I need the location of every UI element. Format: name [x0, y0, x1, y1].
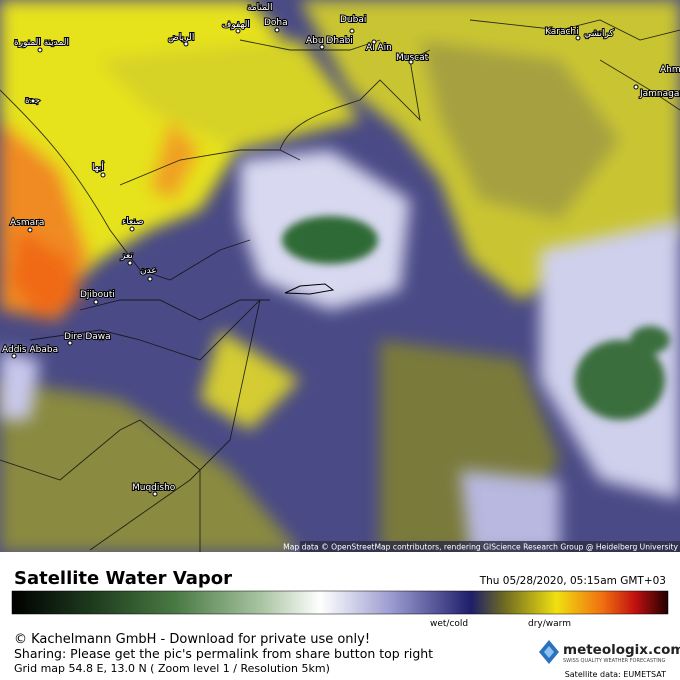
city-label: كراتشي	[584, 29, 615, 39]
city-dot	[129, 226, 135, 232]
map-shape	[630, 326, 670, 354]
city-label: عدن	[140, 266, 157, 276]
city-label: Jamnagar	[639, 89, 680, 99]
city-dot	[67, 340, 73, 346]
city-dot	[575, 35, 581, 41]
city-dot	[371, 39, 377, 45]
city-label: الرياض	[168, 33, 194, 43]
map-shape	[100, 40, 360, 150]
city-label: تعز	[120, 251, 133, 261]
city-label: Dire Dawa	[64, 332, 111, 342]
sharing: Sharing: Please get the pic's permalink …	[14, 646, 433, 661]
city-label: Karachi	[545, 27, 579, 37]
city-dot	[127, 260, 133, 266]
city-label: Muqdisho	[132, 483, 176, 493]
city-label: Asmara	[10, 218, 44, 228]
attribution: Map data © OpenStreetMap contributors, r…	[283, 543, 678, 552]
city-label: Muscat	[396, 53, 429, 63]
city-label: Ahm	[660, 65, 680, 75]
datetime: Thu 05/28/2020, 05:15am GMT+03	[479, 575, 666, 587]
city-dot	[274, 27, 280, 33]
city-label: أبها	[92, 161, 104, 173]
city-label: Addis Ababa	[2, 345, 58, 355]
city-dot	[37, 47, 43, 53]
city-label: Djibouti	[80, 290, 115, 300]
city-label: Doha	[264, 18, 288, 28]
city-label: Abu Dhabi	[306, 36, 353, 46]
city-label: المدينة المنورة	[14, 38, 69, 48]
map-shape	[200, 330, 300, 430]
city-dot	[152, 491, 158, 497]
map-shape	[0, 380, 300, 552]
map-shape	[284, 283, 335, 295]
tagline: SWISS QUALITY WEATHER FORECASTING	[563, 658, 665, 664]
city-label: Al Ain	[366, 43, 392, 53]
scale-right: dry/warm	[528, 619, 571, 629]
logo: meteologix.com	[563, 642, 680, 658]
city-dot	[183, 41, 189, 47]
map-shape	[10, 230, 80, 320]
city-dot	[235, 28, 241, 34]
map-shape	[460, 470, 560, 552]
scale-left: wet/cold	[430, 619, 468, 629]
city-dot	[27, 227, 33, 233]
map-shape	[282, 216, 670, 420]
city-dot	[93, 299, 99, 305]
city-dot	[147, 276, 153, 282]
city-label: المنامة	[247, 3, 273, 13]
city-label: الهفوف	[222, 20, 250, 30]
copyright: © Kachelmann GmbH - Download for private…	[14, 632, 370, 647]
city-dot	[100, 172, 106, 178]
color-scale	[11, 590, 669, 615]
city-label: صنعاء	[122, 217, 144, 227]
city-dot	[319, 44, 325, 50]
map-shape	[282, 216, 378, 264]
city-dot	[11, 353, 17, 359]
city-dot	[30, 98, 36, 104]
title: Satellite Water Vapor	[14, 568, 232, 589]
map-shape	[150, 120, 200, 200]
city-dot	[349, 28, 355, 34]
map-shape	[0, 350, 40, 420]
map-shape	[0, 19, 680, 552]
city-dot	[633, 84, 639, 90]
source: Satellite data: EUMETSAT	[565, 670, 666, 679]
map-shape	[575, 340, 665, 420]
city-dot	[408, 59, 414, 65]
map-shape	[300, 541, 680, 552]
map-shape	[420, 40, 620, 220]
grid-info: Grid map 54.8 E, 13.0 N ( Zoom level 1 /…	[14, 662, 330, 675]
city-label: Dubai	[340, 15, 366, 25]
satellite-map: المنامة الهفوف Doha Dubai Abu Dhabi Al A…	[0, 0, 680, 552]
map-shape	[544, 646, 554, 658]
